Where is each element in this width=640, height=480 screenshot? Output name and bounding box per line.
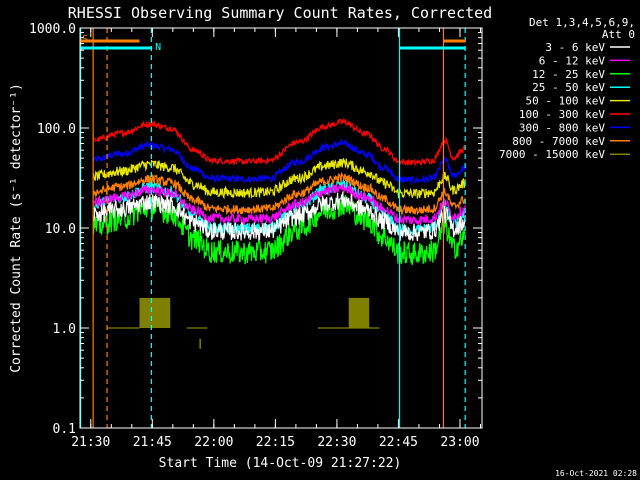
legend-label: 800 - 7000 keV bbox=[512, 135, 605, 148]
x-tick-label: 22:15 bbox=[256, 435, 295, 450]
legend-label: 7000 - 15000 keV bbox=[499, 148, 605, 161]
legend-label: 300 - 800 keV bbox=[519, 121, 605, 134]
x-tick-label: 21:45 bbox=[133, 435, 172, 450]
legend-title-line2: Att 0 bbox=[602, 28, 635, 41]
series-line-800to7000kev bbox=[92, 171, 466, 216]
series-line-6to12kev bbox=[93, 183, 466, 226]
legend-label: 6 - 12 keV bbox=[539, 54, 606, 67]
saa-flag-label: S bbox=[82, 34, 88, 45]
series-line-3to6kev bbox=[92, 191, 466, 242]
y-tick-label: 0.1 bbox=[53, 422, 76, 437]
x-axis-label: Start Time (14-Oct-09 21:27:22) bbox=[159, 456, 402, 471]
legend-title-line1: Det 1,3,4,5,6,9, bbox=[529, 16, 635, 29]
legend-label: 12 - 25 keV bbox=[532, 68, 605, 81]
series-line-100to300kev bbox=[92, 117, 466, 167]
x-tick-label: 23:00 bbox=[440, 435, 479, 450]
y-axis-label: Corrected Count Rate (s⁻¹ detector⁻¹) bbox=[9, 83, 24, 373]
legend-label: 25 - 50 keV bbox=[532, 81, 605, 94]
y-tick-label: 10.0 bbox=[45, 222, 76, 237]
legend-label: 50 - 100 keV bbox=[526, 95, 606, 108]
night-flag-label: N bbox=[155, 42, 161, 53]
footer-timestamp: 16-Oct-2021 02:28 bbox=[555, 469, 637, 478]
series-burst-7000to15000kev bbox=[348, 297, 370, 328]
chart-title: RHESSI Observing Summary Count Rates, Co… bbox=[68, 4, 492, 22]
series-line-300to800kev bbox=[92, 138, 466, 185]
x-tick-label: 22:00 bbox=[194, 435, 233, 450]
y-tick-label: 100.0 bbox=[37, 122, 76, 137]
y-tick-label: 1.0 bbox=[53, 322, 76, 337]
x-tick-label: 22:30 bbox=[317, 435, 356, 450]
x-tick-label: 21:30 bbox=[71, 435, 110, 450]
x-tick-label: 22:45 bbox=[379, 435, 418, 450]
y-tick-label: 1000.0 bbox=[29, 22, 76, 37]
legend-label: 3 - 6 keV bbox=[545, 41, 605, 54]
legend-label: 100 - 300 keV bbox=[519, 108, 605, 121]
series-burst-7000to15000kev bbox=[139, 297, 171, 328]
series-line-50to100kev bbox=[92, 158, 466, 200]
series-line-12to25kev bbox=[92, 194, 466, 266]
